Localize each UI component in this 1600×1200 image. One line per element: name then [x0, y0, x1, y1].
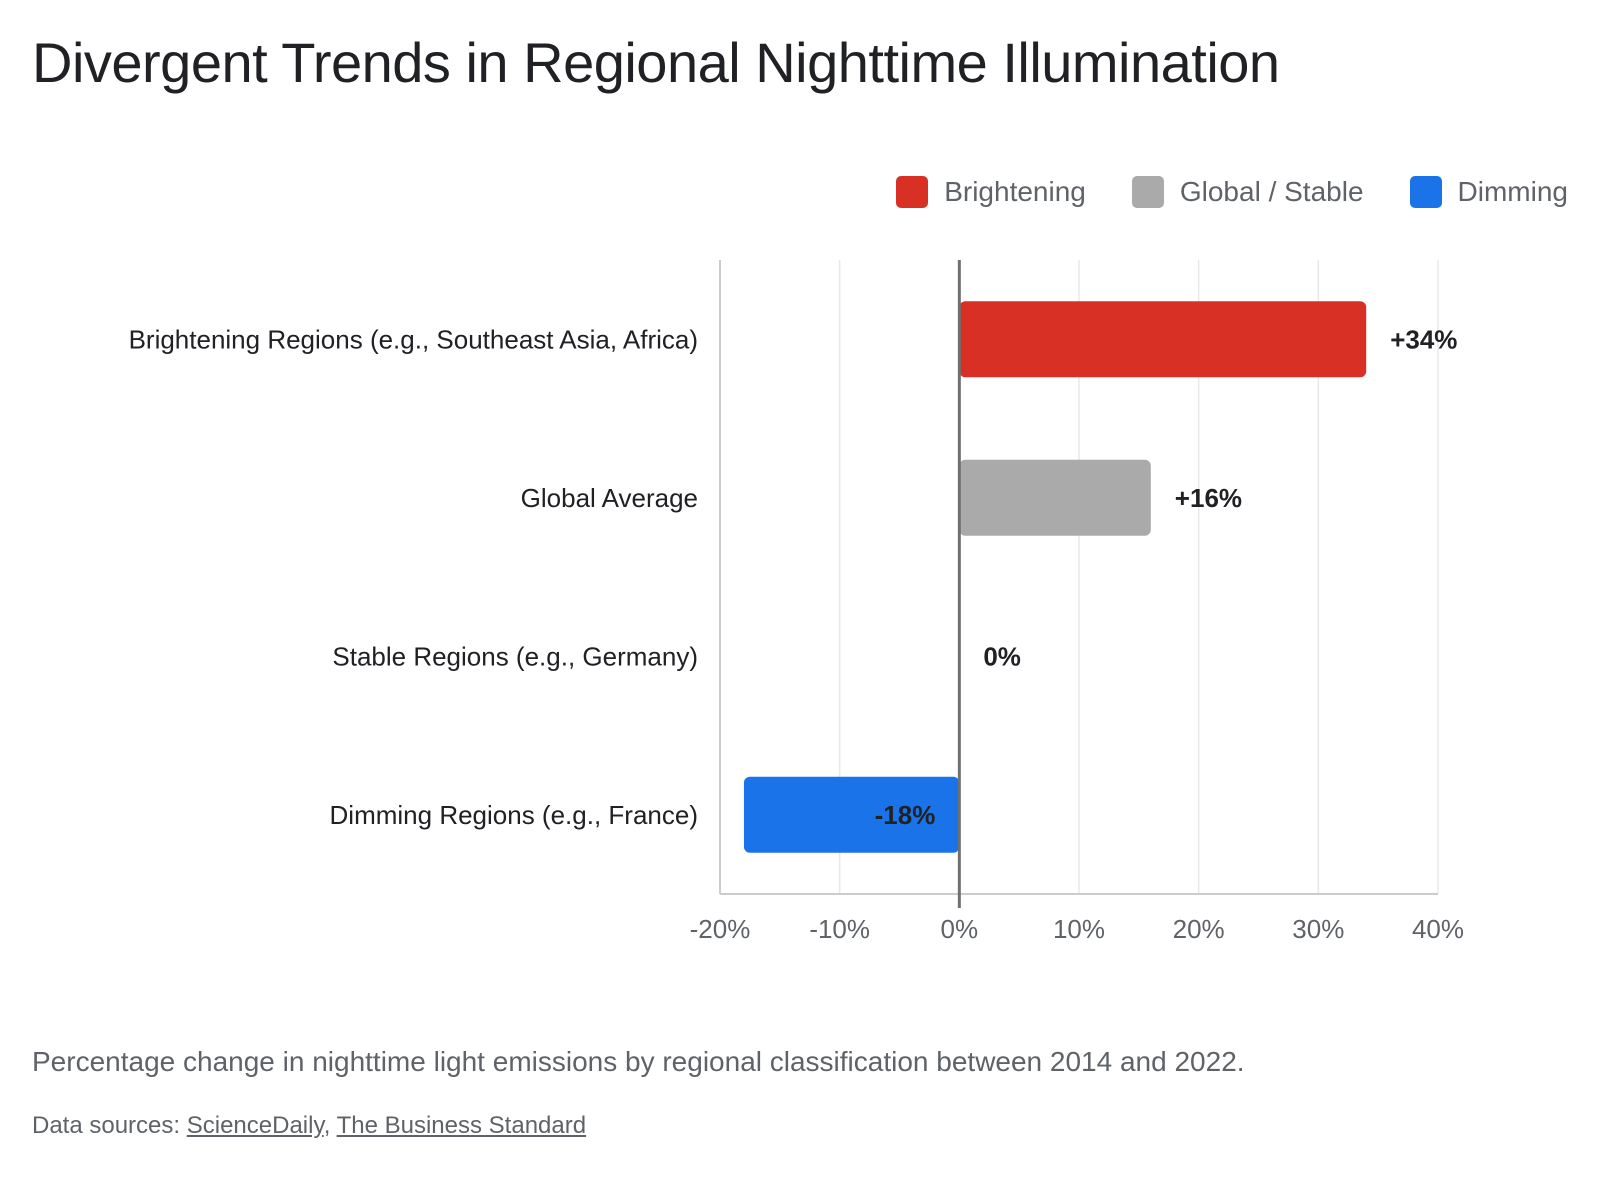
legend-item-global-stable: Global / Stable: [1131, 176, 1364, 208]
x-tick-label-1: -10%: [809, 914, 870, 944]
chart-title: Divergent Trends in Regional Nighttime I…: [32, 31, 1280, 94]
legend-swatch-global-stable: [1131, 176, 1164, 208]
bar-0: [959, 301, 1367, 378]
x-tick-label-6: 40%: [1412, 914, 1464, 944]
legend-label-brightening: Brightening: [944, 176, 1086, 207]
x-tick-label-2: 0%: [941, 914, 979, 944]
x-tick-label-0: -20%: [690, 914, 751, 944]
x-tick-label-5: 30%: [1292, 914, 1344, 944]
x-tick-label-4: 20%: [1173, 914, 1225, 944]
category-label-0: Brightening Regions (e.g., Southeast Asi…: [129, 324, 698, 354]
chart-legend: Brightening Global / Stable Dimming: [896, 176, 1568, 208]
legend-label-dimming: Dimming: [1457, 176, 1568, 207]
data-sources: Data sources: ScienceDaily, The Business…: [32, 1112, 586, 1140]
legend-item-brightening: Brightening: [896, 176, 1086, 208]
category-label-3: Dimming Regions (e.g., France): [330, 800, 698, 830]
data-label-3: -18%: [875, 800, 936, 830]
chart-caption: Percentage change in nighttime light emi…: [32, 1046, 1245, 1077]
legend-label-global-stable: Global / Stable: [1179, 176, 1364, 207]
legend-swatch-brightening: [896, 176, 929, 208]
bar-3: [743, 776, 960, 853]
data-label-2: 0%: [983, 641, 1021, 671]
sources-separator: ,: [323, 1112, 337, 1139]
bar-chart: Brightening Regions (e.g., Southeast Asi…: [129, 260, 1464, 944]
data-label-0: +34%: [1390, 324, 1457, 354]
source-link-business-standard[interactable]: The Business Standard: [336, 1112, 587, 1139]
x-tick-label-3: 10%: [1053, 914, 1105, 944]
category-label-2: Stable Regions (e.g., Germany): [332, 641, 698, 671]
source-link-sciencedaily[interactable]: ScienceDaily: [186, 1112, 324, 1139]
data-label-1: +16%: [1175, 483, 1242, 513]
category-label-1: Global Average: [521, 483, 698, 513]
legend-swatch-dimming: [1409, 176, 1442, 208]
bar-1: [959, 459, 1151, 536]
sources-prefix: Data sources:: [32, 1112, 187, 1139]
legend-item-dimming: Dimming: [1409, 176, 1568, 208]
